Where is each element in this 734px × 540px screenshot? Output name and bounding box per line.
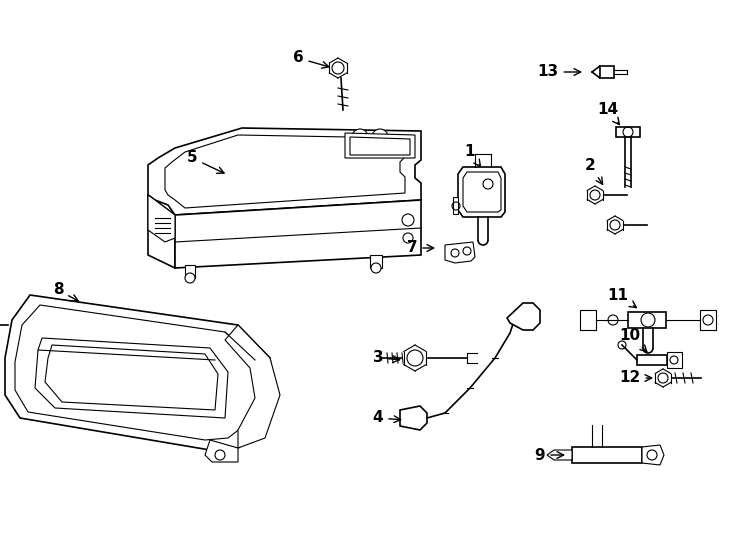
Polygon shape [700,310,716,330]
Text: 4: 4 [373,410,401,426]
Text: 9: 9 [534,448,564,462]
Circle shape [403,233,413,243]
Polygon shape [547,450,572,460]
Text: 10: 10 [619,327,647,352]
Polygon shape [370,255,382,268]
Polygon shape [148,195,175,268]
Text: 6: 6 [293,51,329,68]
Polygon shape [572,447,642,463]
Circle shape [371,263,381,273]
Polygon shape [185,265,195,278]
Polygon shape [667,352,682,368]
Polygon shape [205,440,238,462]
Text: 12: 12 [619,370,652,386]
Text: 11: 11 [608,287,636,308]
Polygon shape [453,197,458,214]
Polygon shape [148,128,421,215]
Polygon shape [225,325,280,448]
Polygon shape [148,195,175,242]
Text: 7: 7 [407,240,434,255]
Circle shape [402,214,414,226]
Polygon shape [400,406,427,430]
Text: 3: 3 [373,350,400,366]
Polygon shape [628,312,666,328]
Text: 5: 5 [186,151,224,173]
Text: 8: 8 [53,282,79,301]
Circle shape [372,129,388,145]
Polygon shape [445,242,475,263]
Polygon shape [616,127,640,137]
Circle shape [352,129,368,145]
Polygon shape [458,167,505,217]
Polygon shape [600,66,614,78]
Text: 13: 13 [537,64,581,79]
Polygon shape [580,310,596,330]
Polygon shape [507,303,540,330]
Circle shape [185,273,195,283]
Polygon shape [5,295,275,450]
Text: 1: 1 [465,145,481,166]
Text: 14: 14 [597,103,619,125]
Polygon shape [175,200,421,268]
Text: 2: 2 [584,158,603,184]
Polygon shape [35,338,228,418]
Polygon shape [642,445,664,465]
Polygon shape [637,355,667,365]
Polygon shape [345,133,415,158]
